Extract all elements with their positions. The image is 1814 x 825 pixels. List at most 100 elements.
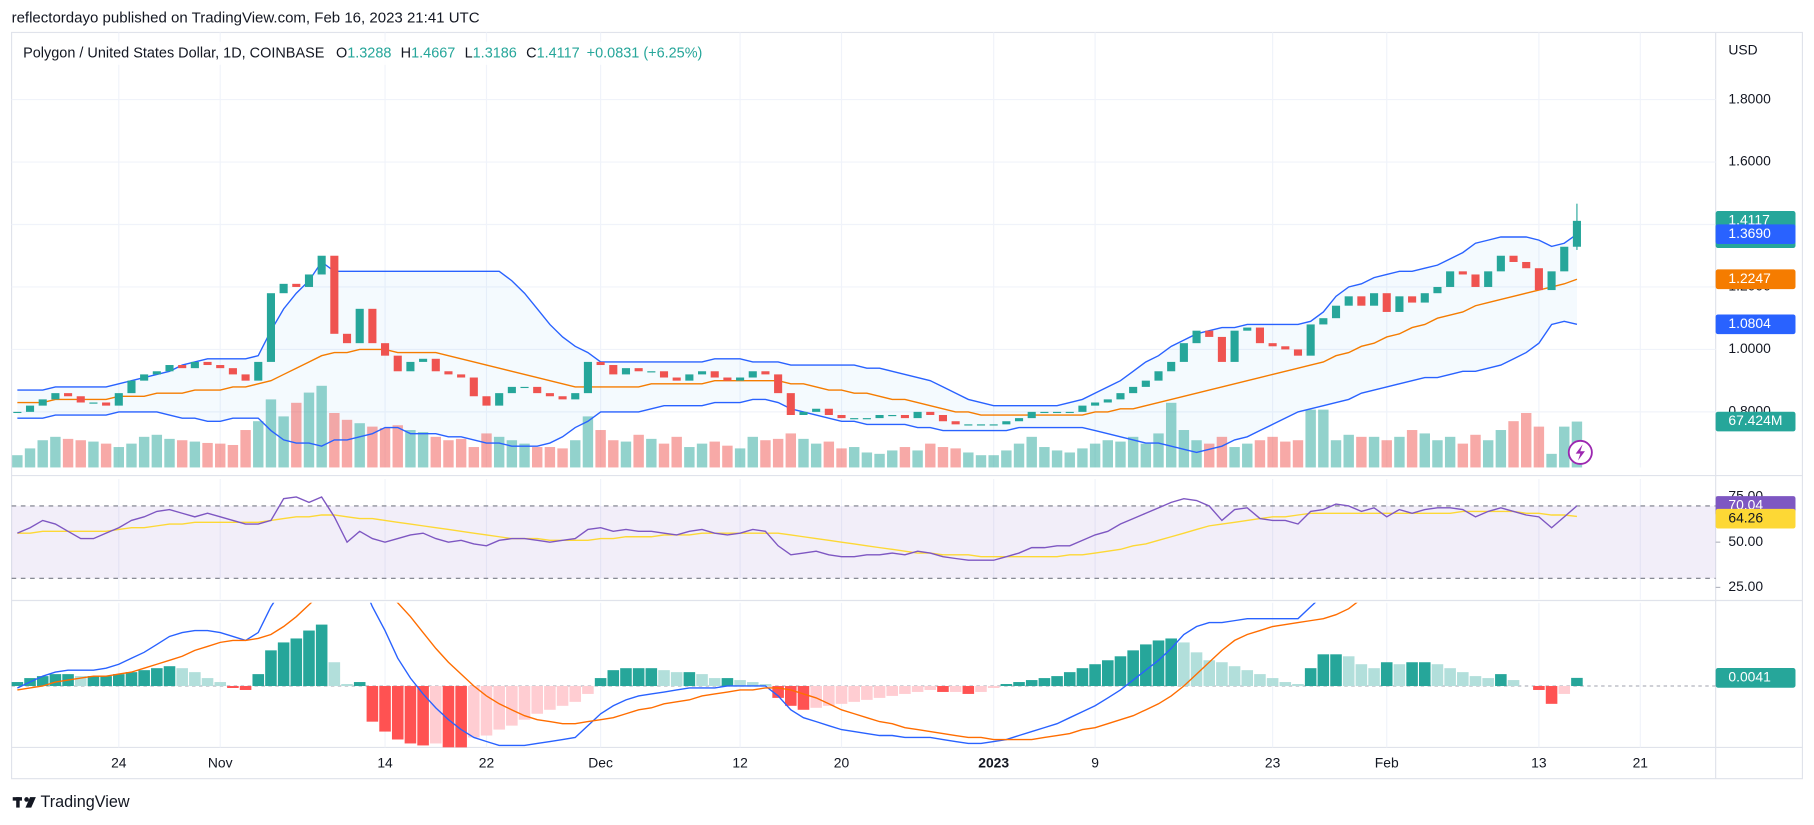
macd-hist-bar — [1190, 652, 1203, 687]
bb-lower-badge: 1.0804 — [1728, 315, 1771, 331]
candle-body — [342, 333, 352, 344]
x-tick-label: 9 — [1091, 754, 1099, 770]
macd-hist-bar — [353, 682, 366, 687]
macd-hist-bar — [797, 686, 810, 710]
macd-hist-bar — [455, 686, 467, 748]
candle-body — [381, 343, 390, 356]
candle-body — [1522, 261, 1531, 269]
volume-bar — [1051, 450, 1063, 468]
candle-body — [1167, 361, 1176, 372]
volume-bar — [227, 444, 239, 468]
candle-body — [89, 402, 98, 404]
volume-bar — [341, 419, 353, 468]
volume-bar — [1356, 436, 1367, 468]
macd-hist-bar — [1089, 664, 1101, 687]
logo-part — [25, 797, 36, 808]
alert-bolt — [1575, 444, 1585, 461]
macd-hist-bar — [303, 630, 315, 687]
macd-hist-bar — [1482, 678, 1494, 687]
plot-layer: 24 Nov 14 22 Dec 12 20 2023 9 23 Feb 13 210.80001.00… — [11, 32, 1796, 770]
macd-hist-bar — [442, 686, 455, 748]
macd-hist-bar — [1178, 642, 1190, 687]
volume-bar — [265, 399, 277, 468]
volume-bar — [595, 430, 606, 468]
volume-bar — [709, 441, 720, 468]
bb-basis — [17, 278, 1578, 416]
macd-hist-bar — [1203, 660, 1216, 687]
candle-body — [1572, 220, 1581, 247]
macd-hist-bar — [746, 682, 759, 687]
macd-hist-bar — [1418, 662, 1431, 687]
x-tick-label: Dec — [588, 754, 613, 770]
macd-hist-bar — [1076, 668, 1089, 687]
candle-body — [1370, 293, 1379, 306]
macd-hist-bar — [937, 686, 949, 692]
macd-hist-bar — [341, 684, 353, 687]
macd-hist-bar — [569, 686, 582, 702]
candle-body — [266, 293, 275, 362]
rsi-ma-badge-bg — [1715, 508, 1796, 529]
candle-body — [1091, 402, 1100, 406]
macd-hist-bar — [214, 682, 227, 687]
macd-hist-bar — [1507, 680, 1520, 687]
candle-body — [1002, 421, 1011, 425]
volume-bar — [899, 447, 911, 468]
candle-body — [64, 393, 73, 397]
macd-hist-bar — [506, 686, 518, 726]
candle-body — [1560, 246, 1569, 272]
ohlc-value: 1.3186 — [473, 45, 517, 61]
volume-bar — [1026, 436, 1037, 468]
macd-hist-bar — [1025, 680, 1038, 687]
volume-bar — [608, 440, 619, 468]
rsi-band — [11, 505, 1716, 579]
macd-hist-bar — [480, 686, 493, 736]
macd-hist-bar — [518, 686, 531, 720]
volume-bar — [785, 433, 797, 468]
candle-body — [621, 368, 631, 375]
candle-body — [1192, 330, 1201, 344]
volume-bar — [1292, 440, 1304, 468]
macd-hist-bar — [1469, 676, 1482, 687]
macd-hist-bar — [1051, 676, 1063, 687]
candle-body — [1129, 386, 1138, 394]
legend: Polygon / United States Dollar, 1D, COIN… — [16, 41, 711, 65]
candle-body — [1230, 330, 1239, 362]
candle-body — [1205, 330, 1214, 337]
macd-hist-bar — [1228, 666, 1241, 687]
macd-hist-bar — [290, 638, 303, 687]
macd-hist-bar — [366, 686, 379, 722]
pane-group — [11, 602, 1716, 748]
macd-hist-bar — [987, 686, 1000, 688]
volume-bar — [1482, 440, 1494, 468]
legend-bg — [16, 41, 711, 65]
ohlc-value: 1.3288 — [347, 45, 391, 61]
candle-body — [1217, 336, 1226, 362]
candle-body — [799, 411, 808, 415]
macd-hist-bar — [1140, 644, 1152, 687]
macd-hist-bar — [1013, 682, 1025, 687]
candle-body — [1179, 343, 1188, 362]
candle-body — [102, 402, 111, 406]
volume-bar — [747, 436, 758, 468]
x-tick-label: Feb — [1375, 754, 1399, 770]
macd-hist-bar — [125, 672, 138, 687]
candle-body — [545, 393, 554, 397]
macd-hist-bar — [1380, 662, 1393, 687]
legend-text: Polygon / United States Dollar, 1D, COIN… — [23, 45, 702, 61]
volume-bar — [88, 441, 99, 468]
bb-lower-badge-bg — [1715, 314, 1796, 335]
candle-body — [279, 283, 288, 294]
candle-body — [1268, 343, 1277, 347]
macd-hist-bar — [1545, 686, 1558, 704]
macd-hist-bar — [632, 668, 645, 687]
candle-body — [761, 371, 770, 375]
rsi-badge: 70.04 — [1728, 497, 1763, 513]
last-price-badge: 1.4117 — [1728, 212, 1770, 228]
macd-hist-bar — [759, 684, 772, 687]
candle-body — [1255, 327, 1264, 344]
candle-body — [25, 405, 35, 412]
macd-hist-bar — [493, 686, 505, 730]
volume-bar — [988, 455, 999, 468]
volume-bar — [392, 425, 403, 468]
volume-bar — [684, 447, 695, 468]
